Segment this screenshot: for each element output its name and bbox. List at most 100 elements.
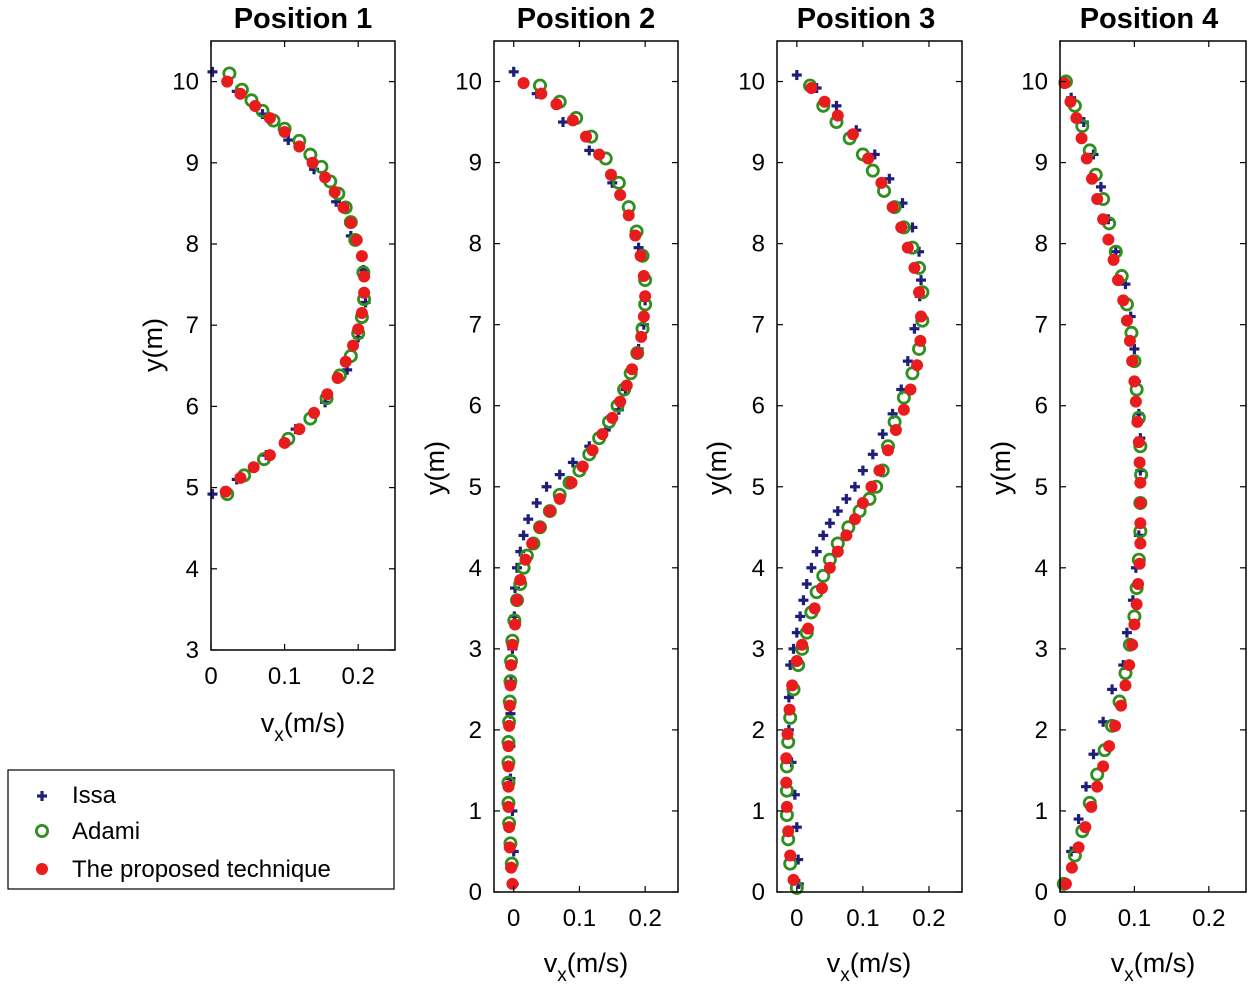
- point-dot-42: [550, 98, 563, 111]
- point-dot-1: [234, 87, 247, 100]
- legend: Issa Adami The proposed technique: [7, 769, 395, 890]
- panel-4-ticks: 0 1 2 3 4 5 6 7 8 9 10 0 0.1 0.2: [1021, 41, 1246, 932]
- point-dot-24: [263, 449, 276, 462]
- point-dot-20: [321, 388, 334, 401]
- point-plus-31: [558, 117, 568, 128]
- point-dot-30: [1112, 274, 1125, 287]
- point-plus-37: [791, 70, 802, 81]
- point-dot-17: [526, 537, 539, 550]
- point-dot-24: [904, 383, 917, 396]
- ytick-label: 2: [1035, 717, 1048, 744]
- point-plus-25: [902, 356, 913, 367]
- point-dot-16: [519, 553, 532, 566]
- point-dot-16: [352, 323, 365, 336]
- point-dot-4: [780, 776, 793, 789]
- series-adami: [501, 78, 653, 871]
- series-the-proposed-technique: [502, 77, 652, 890]
- point-dot-1: [1065, 861, 1078, 874]
- point-dot-40: [1058, 77, 1071, 90]
- point-dot-21: [1133, 456, 1146, 469]
- point-dot-26: [614, 395, 627, 408]
- point-dot-13: [815, 582, 828, 595]
- point-dot-23: [586, 444, 599, 457]
- point-dot-11: [505, 659, 518, 672]
- point-dot-29: [1117, 294, 1130, 307]
- point-dot-8: [786, 679, 799, 692]
- point-dot-35: [1085, 172, 1098, 185]
- panel-2-title: Position 2: [517, 3, 656, 35]
- panel-4-title: Position 4: [1080, 3, 1219, 35]
- point-dot-33: [875, 176, 888, 189]
- point-circle-34: [865, 163, 880, 178]
- point-plus-17: [832, 506, 843, 517]
- ytick-label: 5: [469, 474, 482, 501]
- series-issa: [505, 66, 651, 889]
- point-dot-3: [780, 800, 793, 813]
- point-dot-19: [1134, 496, 1147, 509]
- xtick-label: 0.2: [628, 905, 661, 932]
- panel-3-ylabel: y(m): [702, 441, 732, 495]
- point-plus-20: [857, 465, 868, 476]
- point-plus-14: [531, 497, 542, 508]
- point-dot-38: [805, 82, 818, 95]
- panel-2-marks: [501, 66, 653, 890]
- legend-dot-icon: [36, 863, 48, 875]
- point-plus-13: [523, 514, 534, 525]
- series-the-proposed-technique: [1058, 77, 1147, 890]
- point-plus-22: [1095, 181, 1106, 192]
- point-dot-32: [886, 201, 899, 214]
- legend-marker-proposed: [36, 863, 48, 875]
- point-dot-10: [344, 216, 357, 229]
- point-dot-10: [1119, 679, 1132, 692]
- panel-1-frame: [210, 40, 396, 651]
- point-plus-2: [791, 822, 802, 833]
- xtick-label: 0.2: [1192, 905, 1225, 932]
- point-dot-22: [293, 423, 306, 436]
- series-adami: [220, 66, 372, 502]
- panel-1-ylabel: y(m): [138, 318, 168, 372]
- series-the-proposed-technique: [780, 82, 928, 886]
- point-dot-11: [1123, 659, 1136, 672]
- xtick-label: 0: [204, 663, 217, 690]
- ytick-label: 2: [752, 717, 765, 744]
- panel-3-marks: [779, 70, 930, 895]
- ytick-label: 1: [469, 798, 482, 825]
- ytick-label: 9: [752, 150, 765, 177]
- point-dot-4: [1085, 800, 1098, 813]
- ytick-label: 7: [469, 312, 482, 339]
- point-dot-15: [1132, 578, 1145, 591]
- point-dot-8: [1109, 719, 1122, 732]
- point-dot-28: [1120, 314, 1133, 327]
- point-plus-21: [867, 449, 878, 460]
- point-dot-12: [808, 602, 821, 615]
- panel-2-ylabel: y(m): [420, 441, 450, 495]
- ytick-label: 4: [469, 555, 482, 582]
- point-dot-6: [306, 156, 319, 169]
- point-plus-18: [841, 493, 852, 504]
- point-plus-4: [1088, 749, 1099, 760]
- panel-4-marks: [1056, 74, 1149, 891]
- point-dot-27: [915, 310, 928, 323]
- legend-label-proposed: The proposed technique: [72, 856, 331, 883]
- point-dot-3: [503, 821, 516, 834]
- ytick-label: 6: [469, 393, 482, 420]
- point-dot-37: [1075, 132, 1088, 145]
- panel-1-title: Position 1: [234, 3, 373, 35]
- panel-4-ylabel: y(m): [986, 441, 1016, 495]
- point-dot-25: [247, 461, 260, 474]
- point-plus-3: [1081, 781, 1092, 792]
- ytick-label: 6: [186, 393, 199, 420]
- point-dot-12: [355, 250, 368, 263]
- point-dot-34: [634, 249, 647, 262]
- panel-4-frame: [1059, 40, 1247, 893]
- point-dot-14: [511, 594, 523, 607]
- point-dot-2: [249, 99, 262, 112]
- point-plus-3: [283, 135, 294, 146]
- ytick-label: 1: [1035, 798, 1048, 825]
- point-dot-32: [639, 290, 652, 303]
- point-dot-11: [350, 233, 363, 246]
- point-dot-17: [1134, 537, 1147, 550]
- panel-4-xlabel: vx(m/s): [1111, 948, 1195, 986]
- ytick-label: 8: [469, 231, 482, 258]
- point-dot-14: [1130, 598, 1143, 611]
